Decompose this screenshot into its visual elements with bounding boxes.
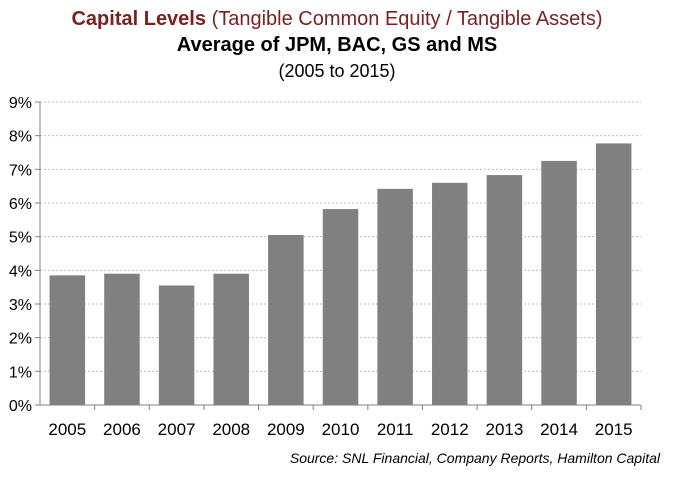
title-main: Capital Levels <box>71 8 206 30</box>
chart-title-block: Capital Levels (Tangible Common Equity /… <box>0 6 674 84</box>
bar-2015 <box>595 143 632 405</box>
bar-2010 <box>322 209 359 405</box>
y-tick-label: 0% <box>9 398 32 415</box>
y-tick-label: 9% <box>9 95 32 112</box>
bar-2013 <box>486 175 523 405</box>
bar-2005 <box>49 275 86 405</box>
y-tick-label: 4% <box>9 263 32 280</box>
bar-2006 <box>104 273 140 405</box>
y-tick-label: 7% <box>9 162 32 179</box>
y-tick-label: 6% <box>9 196 32 213</box>
x-tick-label: 2012 <box>431 420 469 439</box>
y-tick-label: 1% <box>9 364 32 381</box>
x-tick-label: 2014 <box>540 420 578 439</box>
x-tick-label: 2013 <box>485 420 523 439</box>
x-tick-label: 2007 <box>158 420 196 439</box>
chart-title: Capital Levels (Tangible Common Equity /… <box>0 6 674 32</box>
x-tick-label: 2011 <box>377 420 414 439</box>
source-note: Source: SNL Financial, Company Reports, … <box>289 450 660 466</box>
bar-2009 <box>268 234 304 405</box>
x-tick-label: 2005 <box>48 420 86 439</box>
bar-2011 <box>377 188 413 405</box>
title-paren: (Tangible Common Equity / Tangible Asset… <box>211 8 603 30</box>
y-tick-label: 2% <box>9 331 32 348</box>
bar-2012 <box>432 182 468 405</box>
y-tick-label: 3% <box>9 297 32 314</box>
bar-2007 <box>158 285 195 405</box>
chart-period: (2005 to 2015) <box>278 61 396 81</box>
bar-2008 <box>213 273 249 405</box>
x-tick-label: 2010 <box>322 420 360 439</box>
x-tick-label: 2008 <box>212 420 250 439</box>
chart-subtitle: Average of JPM, BAC, GS and MS <box>176 34 498 56</box>
x-tick-label: 2015 <box>595 420 633 439</box>
bar-2014 <box>541 160 577 405</box>
x-tick-label: 2009 <box>267 420 305 439</box>
y-tick-label: 8% <box>9 129 32 146</box>
y-tick-label: 5% <box>9 230 32 247</box>
x-tick-label: 2006 <box>103 420 141 439</box>
